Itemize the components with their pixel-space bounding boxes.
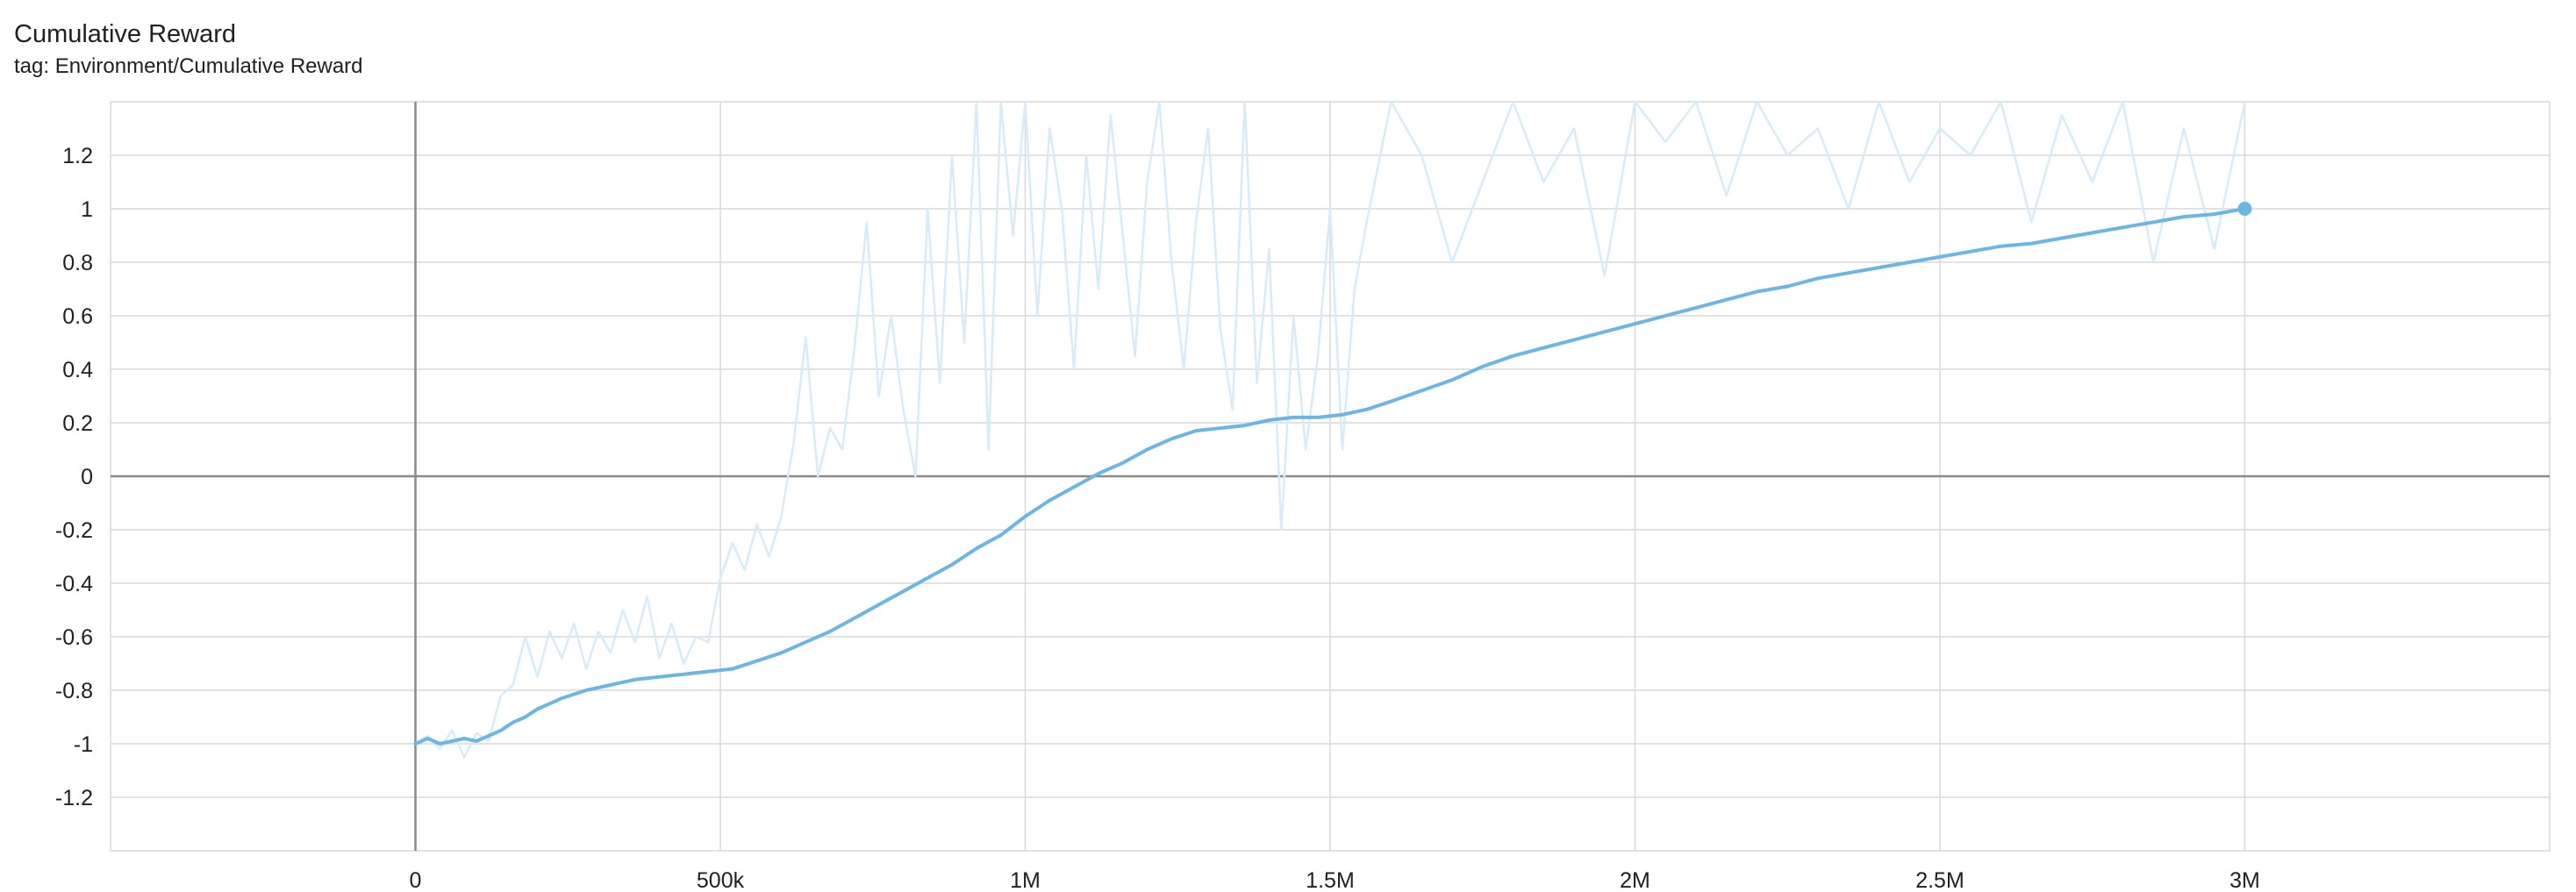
y-tick-label: -0.8 xyxy=(55,679,93,703)
last-point-marker[interactable] xyxy=(2237,202,2252,216)
y-tick-label: 1.2 xyxy=(62,144,93,168)
y-tick-label: 0.8 xyxy=(62,251,93,275)
y-tick-label: 1 xyxy=(81,197,93,222)
y-tick-label: -0.2 xyxy=(55,518,93,543)
y-tick-label: 0.6 xyxy=(62,304,93,329)
axes xyxy=(111,102,2550,851)
raw-series-line xyxy=(414,102,2246,759)
x-tick-label: 0 xyxy=(410,868,422,892)
y-tick-label: 0 xyxy=(81,465,93,489)
smoothed-series-line[interactable] xyxy=(413,207,2247,746)
chart-title: Cumulative Reward xyxy=(14,20,237,48)
x-tick-label: 500k xyxy=(697,868,745,892)
x-tick-label: 1M xyxy=(1010,868,1041,892)
raw-series xyxy=(414,102,2246,759)
y-tick-label: -1.2 xyxy=(55,786,93,810)
x-tick-label: 1.5M xyxy=(1306,868,1355,892)
x-tick-label: 2.5M xyxy=(1915,868,1964,892)
tick-labels: 1.2 1 0.8 0.6 0.4 0.2 0 -0.2 -0.4 -0.6 -0.8 -1 -1.2 0… xyxy=(55,144,2260,892)
smoothed-series[interactable] xyxy=(413,202,2252,746)
y-tick-label: -0.4 xyxy=(55,572,93,596)
x-tick-label: 2M xyxy=(1620,868,1650,892)
y-tick-label: 0.4 xyxy=(62,358,93,382)
y-tick-label: 0.2 xyxy=(62,411,93,436)
y-tick-label: -1 xyxy=(74,732,93,757)
y-tick-label: -0.6 xyxy=(55,625,93,650)
chart-tag: tag: Environment/Cumulative Reward xyxy=(14,54,363,78)
x-tick-label: 3M xyxy=(2229,868,2260,892)
